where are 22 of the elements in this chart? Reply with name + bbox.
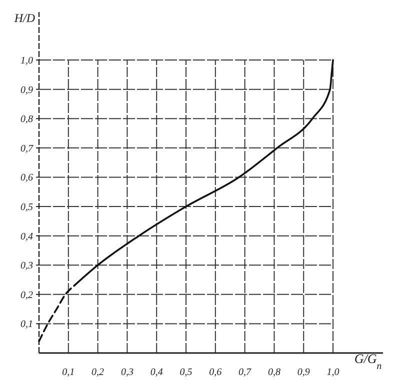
y-tick-label: 0,8	[20, 114, 33, 126]
x-tick-label: 0,7	[238, 367, 252, 378]
x-tick-label: 0,5	[180, 367, 192, 378]
x-tick-label: 0,9	[297, 367, 310, 378]
x-tick-label: 0,6	[209, 367, 222, 378]
y-tick-label: 0,1	[20, 319, 33, 330]
y-tick-label: 0,6	[20, 172, 33, 184]
x-tick-label: 0,8	[268, 367, 280, 378]
y-tick-label: 0,3	[20, 260, 33, 272]
y-tick-label: 0,4	[20, 231, 33, 242]
y-tick-label: 0,9	[20, 84, 33, 96]
y-tick-label: 0,7	[20, 143, 34, 154]
x-tick-label: 0,4	[150, 367, 163, 378]
y-axis-title: H/D	[13, 11, 36, 25]
x-tick-label: 0,2	[92, 367, 104, 378]
x-axis-title: G/G$_{п}$	[354, 351, 382, 372]
y-tick-label: 1,0	[20, 56, 33, 67]
x-tick-label: 0,1	[62, 367, 75, 378]
x-tick-label: 0,3	[120, 367, 134, 378]
y-tick-label: 0,2	[20, 290, 33, 301]
x-tick-label: 1,0	[326, 367, 340, 378]
y-tick-label: 0,5	[20, 202, 33, 214]
